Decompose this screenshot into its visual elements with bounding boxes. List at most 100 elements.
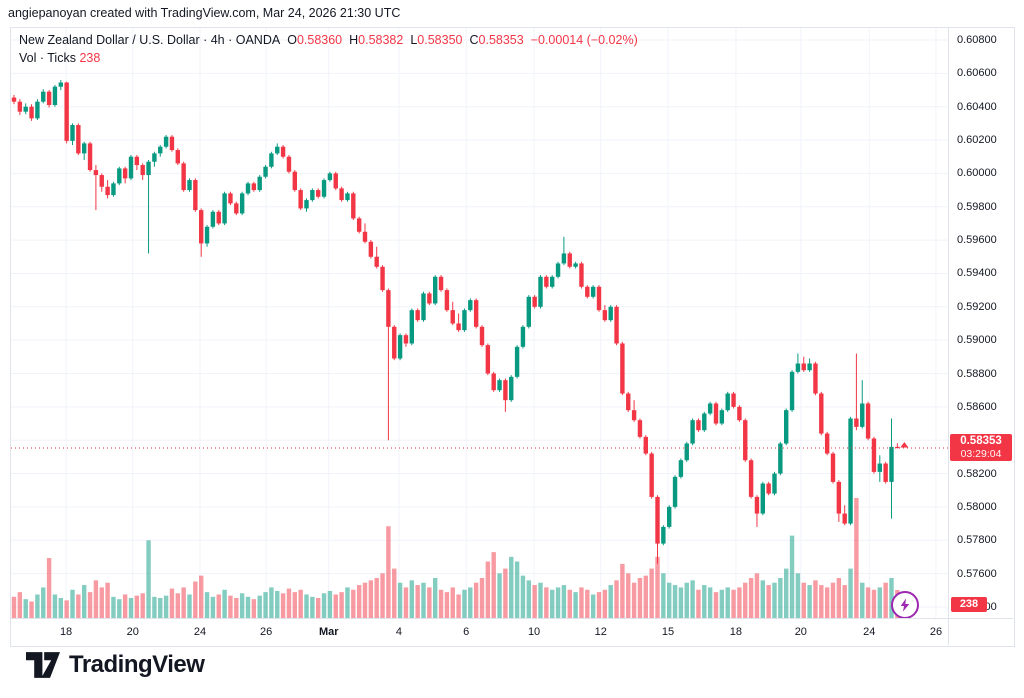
candle[interactable] [427, 293, 432, 304]
volume-bar[interactable] [29, 601, 34, 618]
candle[interactable] [117, 168, 122, 184]
candle[interactable] [865, 403, 871, 439]
time-axis[interactable]: 18 20 24 26 Mar 4 6 10 12 15 18 20 24 26 [11, 618, 948, 645]
candle[interactable] [532, 296, 537, 307]
candle[interactable] [836, 481, 842, 514]
volume-bar[interactable] [819, 585, 824, 618]
candle[interactable] [17, 101, 23, 112]
volume-bar[interactable] [216, 594, 221, 618]
volume-bar[interactable] [87, 592, 93, 618]
volume-bar[interactable] [397, 582, 403, 618]
volume-bar[interactable] [672, 585, 678, 618]
volume-bar[interactable] [421, 582, 426, 618]
candle[interactable] [292, 171, 297, 191]
candle[interactable] [163, 136, 169, 147]
volume-bar[interactable] [620, 563, 625, 618]
candle[interactable] [854, 418, 859, 427]
candle[interactable] [41, 91, 46, 102]
candle[interactable] [538, 276, 543, 307]
candle[interactable] [187, 180, 192, 191]
candle[interactable] [637, 420, 643, 437]
candle[interactable] [433, 276, 438, 304]
candle[interactable] [497, 380, 502, 391]
candle[interactable] [310, 190, 315, 201]
candle[interactable] [52, 86, 58, 106]
volume-bar[interactable] [11, 596, 17, 618]
candle[interactable] [339, 188, 344, 201]
volume-bar[interactable] [713, 592, 719, 618]
candle[interactable] [631, 410, 637, 421]
candle[interactable] [667, 506, 672, 527]
volume-bar[interactable] [468, 587, 473, 618]
volume-bar[interactable] [245, 596, 251, 618]
volume-bar[interactable] [140, 593, 145, 618]
candle[interactable] [871, 438, 877, 472]
volume-bar[interactable] [222, 589, 227, 618]
volume-bar[interactable] [550, 589, 555, 618]
candle[interactable] [316, 190, 321, 197]
volume-bar[interactable] [35, 594, 40, 618]
volume-bar[interactable] [409, 580, 414, 618]
candle[interactable] [58, 82, 63, 87]
candle[interactable] [649, 453, 654, 497]
candle[interactable] [550, 276, 555, 287]
volume-bar[interactable] [450, 587, 455, 618]
volume-bar[interactable] [286, 588, 292, 618]
volume-bar[interactable] [193, 581, 198, 618]
volume-bar[interactable] [17, 592, 23, 618]
candle[interactable] [298, 190, 303, 209]
candle[interactable] [643, 436, 648, 454]
candle[interactable] [690, 420, 695, 444]
candle[interactable] [345, 193, 350, 201]
volume-bar[interactable] [883, 582, 888, 618]
candle[interactable] [374, 256, 379, 267]
candle[interactable] [778, 443, 783, 474]
volume-bar[interactable] [368, 580, 374, 618]
volume-bar[interactable] [23, 599, 28, 618]
candle[interactable] [199, 210, 204, 244]
volume-bar[interactable] [877, 587, 882, 618]
candle[interactable] [181, 163, 186, 191]
candle[interactable] [889, 446, 894, 482]
volume-bar[interactable] [614, 580, 619, 618]
candle[interactable] [403, 335, 409, 344]
volume-bar[interactable] [438, 589, 444, 618]
volume-bar[interactable] [626, 573, 631, 618]
candle[interactable] [678, 460, 684, 477]
volume-bar[interactable] [275, 590, 280, 618]
volume-bar[interactable] [117, 599, 122, 618]
candle[interactable] [468, 300, 473, 311]
volume-bar[interactable] [433, 578, 438, 618]
candle[interactable] [807, 363, 812, 371]
candle[interactable] [275, 146, 280, 154]
volume-bar[interactable] [795, 573, 801, 618]
volume-bar[interactable] [573, 592, 578, 618]
volume-bar[interactable] [280, 593, 286, 618]
candle[interactable] [46, 91, 52, 106]
candle[interactable] [602, 310, 608, 321]
candle[interactable] [514, 346, 520, 377]
volume-bar[interactable] [93, 580, 99, 618]
volume-bar[interactable] [228, 595, 233, 618]
candle[interactable] [725, 393, 730, 411]
tradingview-logo[interactable]: TradingView [26, 651, 205, 679]
candle[interactable] [672, 476, 678, 507]
candle[interactable] [813, 363, 818, 394]
candle[interactable] [509, 376, 514, 401]
candle[interactable] [286, 156, 292, 172]
candle[interactable] [263, 166, 268, 177]
volume-bar[interactable] [444, 592, 450, 618]
volume-bar[interactable] [386, 526, 391, 618]
volume-bar[interactable] [813, 580, 818, 618]
candle[interactable] [661, 526, 666, 544]
candle[interactable] [702, 413, 707, 431]
candle[interactable] [257, 176, 262, 191]
candle[interactable] [462, 310, 467, 331]
candle[interactable] [485, 345, 491, 374]
candle[interactable] [70, 125, 75, 141]
volume-bar[interactable] [181, 587, 186, 618]
volume-bar[interactable] [678, 587, 684, 618]
volume-bar[interactable] [532, 585, 537, 618]
candle[interactable] [830, 453, 836, 482]
volume-bar[interactable] [807, 585, 812, 618]
